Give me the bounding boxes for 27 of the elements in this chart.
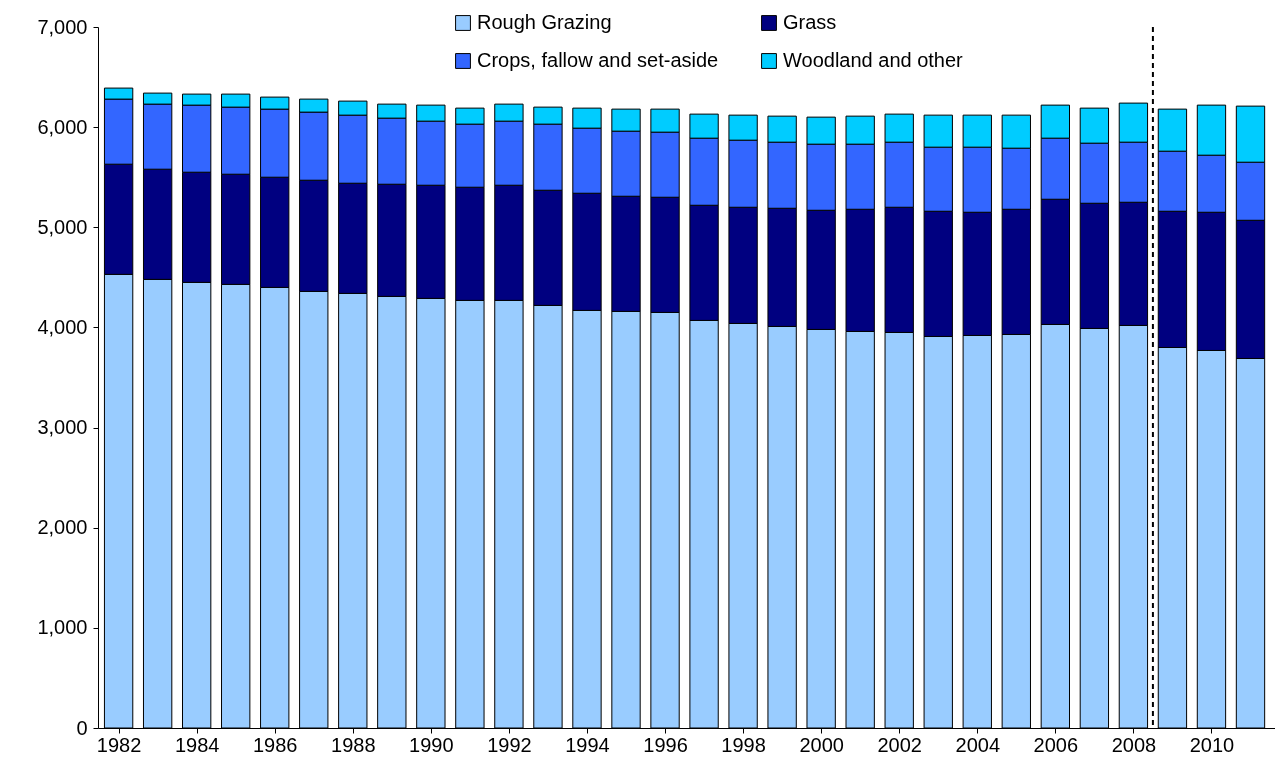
x-tick-label: 1986 (252, 733, 298, 756)
x-tick-label: 2002 (877, 733, 922, 756)
y-tick-label: 6,000 (37, 115, 88, 138)
y-tick-label: 7,000 (37, 15, 88, 38)
legend-label: Crops, fallow and set-aside (477, 49, 719, 71)
x-tick-label: 2010 (1189, 733, 1235, 756)
x-tick-label: 1988 (331, 733, 376, 756)
y-tick-label: 1,000 (37, 616, 88, 639)
x-tick-label: 1990 (409, 733, 454, 756)
x-tick-label: 1994 (565, 733, 610, 756)
y-tick-label: 4,000 (37, 315, 88, 338)
y-tick-label: 0 (76, 716, 88, 739)
y-tick-label: 5,000 (37, 215, 88, 238)
x-tick-label: 2004 (955, 733, 1001, 756)
y-tick-label: 2,000 (37, 516, 88, 539)
x-tick-label: 2006 (1033, 733, 1079, 756)
x-tick-label: 2000 (799, 733, 844, 756)
legend-label: Woodland and other (783, 49, 964, 71)
x-tick-label: 1992 (487, 733, 532, 756)
legend-label: Rough Grazing (477, 11, 612, 33)
x-tick-label: 2008 (1111, 733, 1157, 756)
x-tick-label: 1998 (721, 733, 766, 756)
x-tick-label: 1984 (174, 733, 220, 756)
x-tick-label: 1996 (643, 733, 688, 756)
y-tick-label: 3,000 (37, 416, 88, 439)
x-tick-label: 1982 (96, 733, 142, 756)
legend-label: Grass (783, 11, 837, 33)
